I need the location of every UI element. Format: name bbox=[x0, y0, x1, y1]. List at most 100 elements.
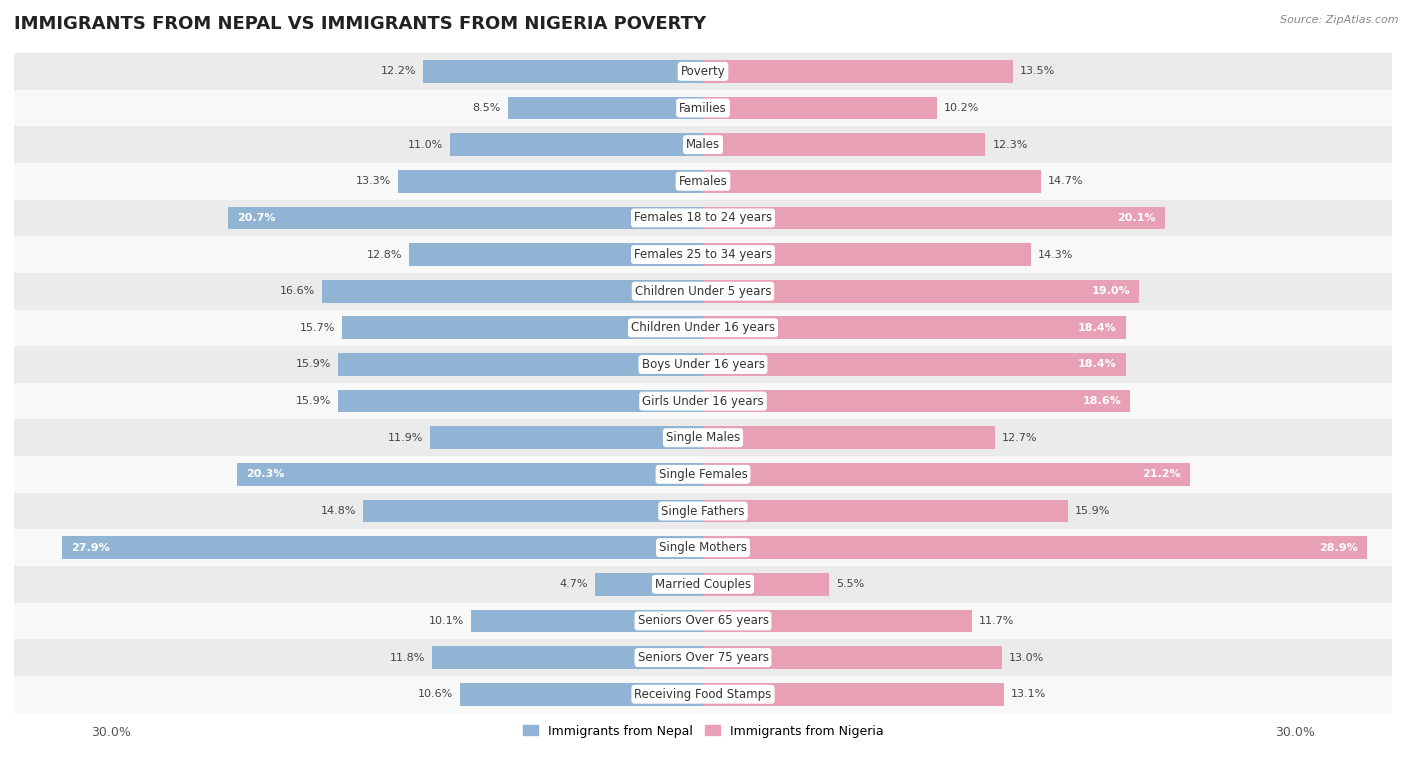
Text: IMMIGRANTS FROM NEPAL VS IMMIGRANTS FROM NIGERIA POVERTY: IMMIGRANTS FROM NEPAL VS IMMIGRANTS FROM… bbox=[14, 15, 706, 33]
Text: Seniors Over 75 years: Seniors Over 75 years bbox=[637, 651, 769, 664]
Bar bbox=[703, 609, 972, 632]
Text: 14.3%: 14.3% bbox=[1038, 249, 1074, 259]
Bar bbox=[703, 500, 1069, 522]
Text: Children Under 16 years: Children Under 16 years bbox=[631, 321, 775, 334]
Bar bbox=[423, 60, 703, 83]
Text: 15.9%: 15.9% bbox=[295, 359, 330, 369]
Text: 13.5%: 13.5% bbox=[1019, 67, 1054, 77]
Text: 30.0%: 30.0% bbox=[91, 726, 131, 739]
Text: 11.9%: 11.9% bbox=[388, 433, 423, 443]
Bar bbox=[14, 529, 1392, 566]
Text: 28.9%: 28.9% bbox=[1319, 543, 1358, 553]
Bar bbox=[508, 97, 703, 119]
Text: Poverty: Poverty bbox=[681, 65, 725, 78]
Text: Married Couples: Married Couples bbox=[655, 578, 751, 590]
Text: 11.8%: 11.8% bbox=[389, 653, 425, 662]
Bar bbox=[703, 537, 1367, 559]
Text: Single Mothers: Single Mothers bbox=[659, 541, 747, 554]
Bar bbox=[14, 639, 1392, 676]
Text: 16.6%: 16.6% bbox=[280, 287, 315, 296]
Bar bbox=[14, 603, 1392, 639]
Text: 12.8%: 12.8% bbox=[367, 249, 402, 259]
Bar bbox=[450, 133, 703, 156]
Text: 11.0%: 11.0% bbox=[408, 139, 443, 149]
Text: 13.0%: 13.0% bbox=[1008, 653, 1043, 662]
Text: 21.2%: 21.2% bbox=[1142, 469, 1181, 479]
Bar bbox=[14, 199, 1392, 236]
Text: Females 18 to 24 years: Females 18 to 24 years bbox=[634, 211, 772, 224]
Text: Boys Under 16 years: Boys Under 16 years bbox=[641, 358, 765, 371]
Bar bbox=[703, 97, 938, 119]
Text: 15.7%: 15.7% bbox=[301, 323, 336, 333]
Bar bbox=[337, 390, 703, 412]
Text: 15.9%: 15.9% bbox=[295, 396, 330, 406]
Legend: Immigrants from Nepal, Immigrants from Nigeria: Immigrants from Nepal, Immigrants from N… bbox=[517, 719, 889, 743]
Bar bbox=[703, 170, 1040, 193]
Text: 12.7%: 12.7% bbox=[1001, 433, 1038, 443]
Text: 19.0%: 19.0% bbox=[1091, 287, 1130, 296]
Text: Source: ZipAtlas.com: Source: ZipAtlas.com bbox=[1281, 15, 1399, 25]
Bar bbox=[14, 89, 1392, 127]
Text: 27.9%: 27.9% bbox=[72, 543, 110, 553]
Bar bbox=[337, 353, 703, 376]
Text: 4.7%: 4.7% bbox=[560, 579, 588, 589]
Text: 14.8%: 14.8% bbox=[321, 506, 356, 516]
Text: 18.4%: 18.4% bbox=[1077, 359, 1116, 369]
Bar bbox=[14, 456, 1392, 493]
Bar bbox=[14, 493, 1392, 529]
Text: 12.3%: 12.3% bbox=[993, 139, 1028, 149]
Bar bbox=[236, 463, 703, 486]
Text: 8.5%: 8.5% bbox=[472, 103, 501, 113]
Bar bbox=[14, 419, 1392, 456]
Bar bbox=[595, 573, 703, 596]
Bar bbox=[703, 463, 1189, 486]
Text: Single Males: Single Males bbox=[666, 431, 740, 444]
Bar bbox=[703, 133, 986, 156]
Text: Girls Under 16 years: Girls Under 16 years bbox=[643, 395, 763, 408]
Text: Males: Males bbox=[686, 138, 720, 151]
Bar bbox=[398, 170, 703, 193]
Bar bbox=[14, 346, 1392, 383]
Bar bbox=[14, 236, 1392, 273]
Bar bbox=[14, 676, 1392, 713]
Bar bbox=[703, 427, 994, 449]
Text: Single Females: Single Females bbox=[658, 468, 748, 481]
Bar bbox=[14, 163, 1392, 199]
Bar bbox=[703, 647, 1001, 669]
Bar bbox=[14, 309, 1392, 346]
Text: Families: Families bbox=[679, 102, 727, 114]
Bar bbox=[430, 427, 703, 449]
Bar bbox=[14, 127, 1392, 163]
Text: 13.1%: 13.1% bbox=[1011, 689, 1046, 699]
Bar bbox=[471, 609, 703, 632]
Text: 20.7%: 20.7% bbox=[236, 213, 276, 223]
Bar bbox=[363, 500, 703, 522]
Bar bbox=[703, 683, 1004, 706]
Text: Single Fathers: Single Fathers bbox=[661, 505, 745, 518]
Text: Females: Females bbox=[679, 175, 727, 188]
Bar bbox=[703, 280, 1139, 302]
Bar bbox=[14, 383, 1392, 419]
Text: 18.6%: 18.6% bbox=[1083, 396, 1121, 406]
Text: 11.7%: 11.7% bbox=[979, 616, 1014, 626]
Text: 10.6%: 10.6% bbox=[418, 689, 453, 699]
Bar bbox=[322, 280, 703, 302]
Text: 5.5%: 5.5% bbox=[837, 579, 865, 589]
Bar bbox=[703, 390, 1130, 412]
Bar bbox=[62, 537, 703, 559]
Text: 15.9%: 15.9% bbox=[1076, 506, 1111, 516]
Bar bbox=[703, 207, 1164, 229]
Text: Seniors Over 65 years: Seniors Over 65 years bbox=[637, 615, 769, 628]
Text: 18.4%: 18.4% bbox=[1077, 323, 1116, 333]
Bar bbox=[460, 683, 703, 706]
Bar bbox=[14, 273, 1392, 309]
Text: Receiving Food Stamps: Receiving Food Stamps bbox=[634, 688, 772, 700]
Bar bbox=[703, 573, 830, 596]
Bar bbox=[432, 647, 703, 669]
Text: 10.2%: 10.2% bbox=[945, 103, 980, 113]
Bar bbox=[703, 353, 1126, 376]
Bar bbox=[409, 243, 703, 266]
Bar bbox=[703, 317, 1126, 339]
Text: 14.7%: 14.7% bbox=[1047, 177, 1083, 186]
Text: 12.2%: 12.2% bbox=[381, 67, 416, 77]
